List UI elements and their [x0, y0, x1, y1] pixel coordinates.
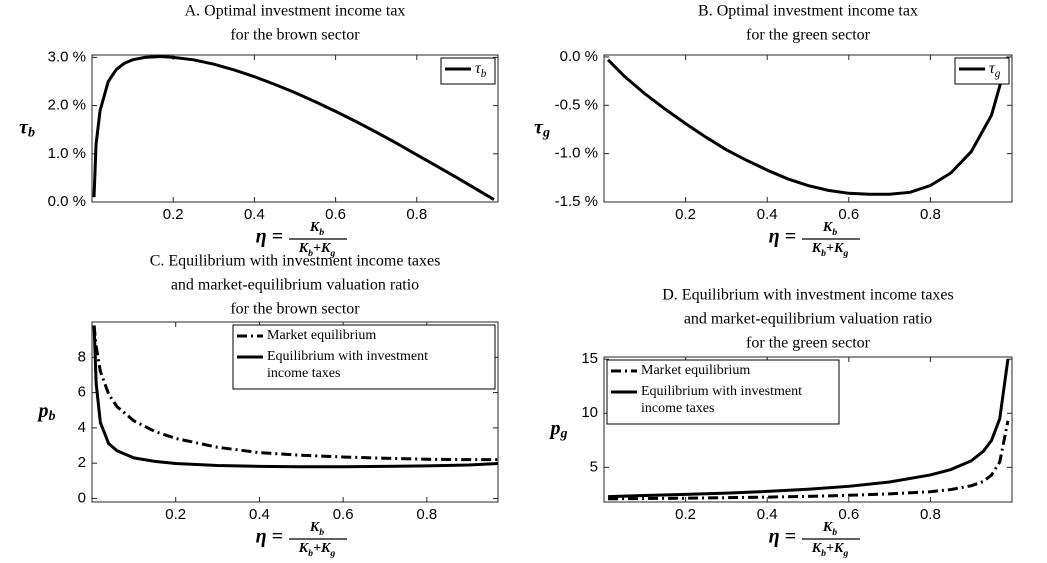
y-tick-label: 8	[78, 348, 86, 365]
x-tick-label: 0.6	[325, 206, 346, 223]
y-axis-label: τb	[19, 116, 35, 141]
x-tick-label: 0.4	[757, 506, 778, 523]
x-tick-label: 0.2	[675, 206, 696, 223]
x-axis-label: η =	[769, 526, 796, 548]
y-tick-label: 2.0 %	[48, 97, 86, 114]
panel-title: C. Equilibrium with investment income ta…	[150, 253, 441, 270]
legend-box	[440, 57, 496, 85]
legend-box	[606, 359, 840, 425]
x-tick-label: 0.2	[165, 506, 186, 523]
legend-box	[232, 324, 496, 390]
panel-title: D. Equilibrium with investment income ta…	[662, 287, 954, 304]
y-tick-label: 0	[78, 489, 86, 506]
x-tick-label: 0.4	[244, 206, 265, 223]
x-axis-label-denominator: Kb+Kg	[298, 241, 336, 259]
legend-label: Market equilibrium	[641, 363, 750, 378]
panel-title: A. Optimal investment income tax	[185, 3, 406, 20]
x-tick-label: 0.6	[838, 506, 859, 523]
x-tick-label: 0.8	[416, 506, 437, 523]
x-axis-label: η =	[256, 526, 283, 548]
x-tick-label: 0.2	[675, 506, 696, 523]
x-axis-label-denominator: Kb+Kg	[298, 541, 336, 559]
series-line	[608, 420, 1010, 501]
x-axis-label-denominator: Kb+Kg	[811, 241, 849, 259]
axes-box	[603, 356, 1013, 503]
series-line	[92, 55, 495, 201]
legend: τb	[440, 57, 496, 85]
x-tick-label: 0.6	[333, 506, 354, 523]
x-axis-label-numerator: Kb	[822, 220, 837, 238]
series-line	[607, 56, 1010, 196]
x-axis-label: η =	[256, 226, 283, 248]
legend-box	[954, 57, 1010, 85]
y-axis-label: τg	[534, 116, 550, 141]
panel-title: and market-equilibrium valuation ratio	[171, 277, 419, 294]
x-tick-label: 0.8	[406, 206, 427, 223]
x-axis-label-numerator: Kb	[309, 520, 324, 538]
axes-box	[91, 321, 499, 503]
legend-label: Equilibrium with investment income taxes	[267, 349, 432, 381]
legend-label: τg	[989, 60, 1001, 80]
legend-label: Market equilibrium	[267, 328, 376, 343]
x-tick-label: 0.4	[249, 506, 270, 523]
y-tick-label: 10	[581, 404, 598, 421]
x-tick-label: 0.4	[757, 206, 778, 223]
y-tick-label: 1.0 %	[48, 145, 86, 162]
x-tick-label: 0.8	[920, 206, 941, 223]
y-axis-label: pb	[37, 400, 56, 425]
panel-title: for the green sector	[746, 335, 871, 352]
axes-box	[603, 54, 1013, 203]
y-tick-label: 15	[581, 350, 598, 367]
series-line	[608, 358, 1010, 499]
x-axis-label-numerator: Kb	[822, 520, 837, 538]
panel-title: for the brown sector	[230, 301, 360, 318]
panel: D. Equilibrium with investment income ta…	[549, 287, 1013, 559]
legend: τg	[954, 57, 1010, 85]
y-tick-label: 5	[590, 458, 598, 475]
series-line	[92, 325, 498, 469]
legend: Market equilibrium Equilibrium with inves…	[606, 359, 840, 425]
x-axis-label-denominator: Kb+Kg	[811, 541, 849, 559]
panel: A. Optimal investment income tax for the …	[19, 3, 499, 259]
y-tick-label: 4	[78, 419, 86, 436]
x-tick-label: 0.6	[838, 206, 859, 223]
legend: Market equilibrium Equilibrium with inves…	[232, 324, 496, 390]
y-tick-label: 2	[78, 454, 86, 471]
x-axis-label-numerator: Kb	[309, 220, 324, 238]
legend-label: Equilibrium with investment income taxes	[641, 384, 806, 416]
legend-label: τb	[475, 60, 487, 80]
y-tick-label: 6	[78, 384, 86, 401]
x-tick-label: 0.2	[163, 206, 184, 223]
y-tick-label: 0.0 %	[48, 193, 86, 210]
y-tick-label: -1.0 %	[555, 145, 598, 162]
series-line	[92, 325, 498, 462]
panel: B. Optimal investment income tax for the …	[534, 3, 1013, 259]
panel-title: for the brown sector	[230, 27, 360, 44]
x-axis-label: η =	[769, 226, 796, 248]
y-tick-label: 3.0 %	[48, 48, 86, 65]
panel-title: B. Optimal investment income tax	[698, 3, 918, 20]
panel: C. Equilibrium with investment income ta…	[37, 253, 499, 559]
y-tick-label: -0.5 %	[555, 96, 598, 113]
axes-box	[91, 54, 499, 203]
x-tick-label: 0.8	[920, 506, 941, 523]
panel-title: for the green sector	[746, 27, 871, 44]
y-tick-label: -1.5 %	[555, 193, 598, 210]
y-tick-label: 0.0 %	[560, 48, 598, 65]
panel-title: and market-equilibrium valuation ratio	[684, 311, 932, 328]
y-axis-label: pg	[549, 417, 568, 442]
